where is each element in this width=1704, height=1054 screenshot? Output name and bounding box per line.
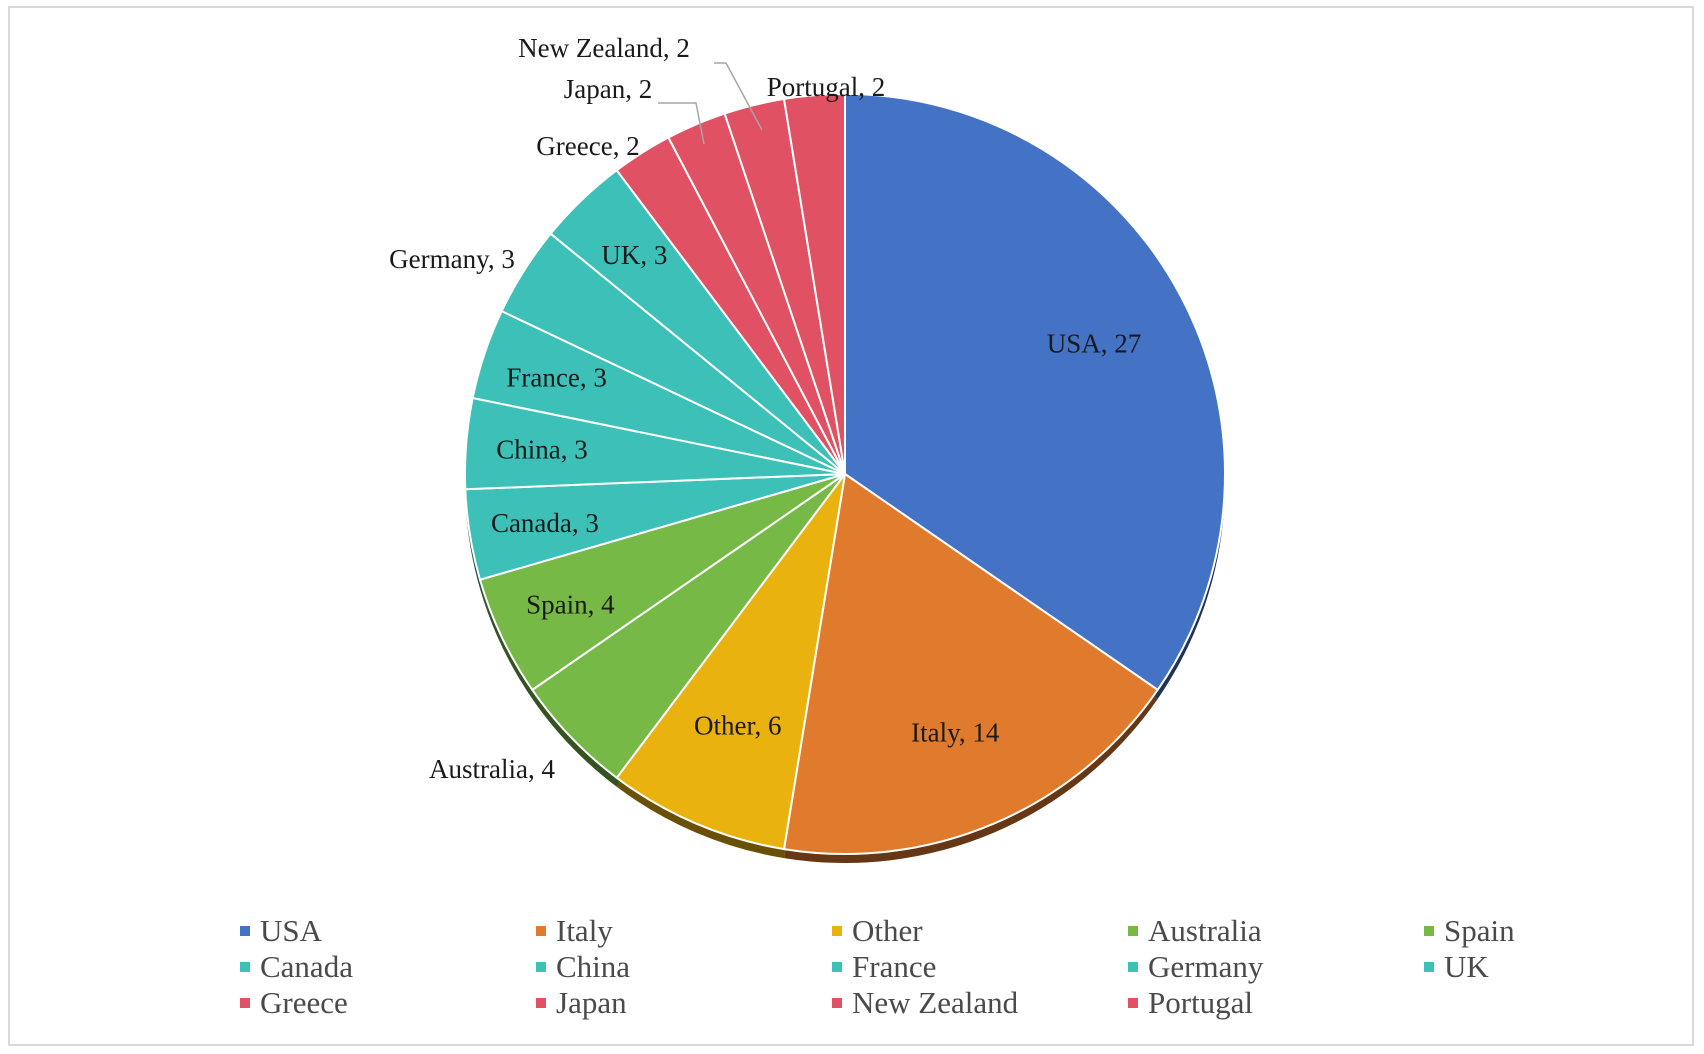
legend-item: Japan [536,984,832,1020]
data-label: Australia, 4 [429,754,555,784]
pie-slice-usa [844,93,1226,691]
legend-item: Greece [240,984,536,1020]
leader-lines [658,62,763,145]
leader-line [714,62,763,131]
data-label: Japan, 2 [564,74,652,104]
pie-slice-portugal [783,93,846,475]
legend-swatch [1424,925,1434,936]
data-label: Canada, 3 [491,508,599,538]
legend-item: Italy [536,912,832,948]
pie-chart: USA, 27 Italy, 14 Other, 6 Australia, 4 Spai… [389,33,1226,863]
legend-label: France [852,948,937,984]
legend-label: Other [852,912,923,948]
legend-label: Portugal [1148,984,1254,1020]
legend-label: Italy [556,912,613,948]
legend-item: Spain [1424,912,1644,948]
legend-label: Japan [556,984,627,1020]
legend-label: Canada [260,948,353,984]
pie-slice-other [615,473,846,851]
data-label: Germany, 3 [389,244,515,274]
legend-item: UK [1424,948,1644,984]
legend-swatch [1128,997,1138,1008]
legend-item: Australia [1128,912,1424,948]
data-label: France, 3 [506,363,606,393]
legend-swatch [832,997,842,1008]
legend-item: Germany [1128,948,1424,984]
legend-swatch [240,997,250,1008]
pie-slice-italy [783,473,1159,855]
legend-swatch [832,925,842,936]
legend-swatch [240,961,250,972]
legend-swatch [1424,961,1434,972]
legend-label: USA [260,912,323,948]
data-label: New Zealand, 2 [518,33,690,63]
chart-frame: USA, 27 Italy, 14 Other, 6 Australia, 4 Spai… [8,6,1694,1046]
legend-swatch [240,925,250,936]
data-label: Greece, 2 [536,131,639,161]
slice-labels: USA, 27 Italy, 14 Other, 6 Australia, 4 Spai… [389,33,1141,784]
legend-label: UK [1444,948,1489,984]
legend-swatch [1128,961,1138,972]
legend-item: China [536,948,832,984]
legend-item: France [832,948,1128,984]
legend-swatch [536,997,546,1008]
data-label: China, 3 [496,435,588,465]
legend-label: Australia [1148,912,1262,948]
data-label: UK, 3 [601,240,667,270]
data-label: USA, 27 [1047,328,1142,358]
legend-item: New Zealand [832,984,1128,1020]
legend-item: Other [832,912,1128,948]
data-label: Spain, 4 [526,589,615,619]
legend-label: Greece [260,984,348,1020]
legend-item: Portugal [1128,984,1424,1020]
leader-line [658,102,705,145]
legend: USA Italy Other Australia Spain Canada China Fr… [240,912,1540,1020]
legend-swatch [536,961,546,972]
legend-swatch [832,961,842,972]
legend-swatch [1128,925,1138,936]
legend-item: USA [240,912,536,948]
data-label: Italy, 14 [911,718,1000,748]
legend-label: China [556,948,631,984]
legend-label: Germany [1148,948,1264,984]
legend-label: Spain [1444,912,1515,948]
legend-item: Canada [240,948,536,984]
legend-swatch [536,925,546,936]
legend-label: New Zealand [852,984,1019,1020]
pie-slices [464,93,1226,855]
data-label: Other, 6 [694,711,781,741]
data-label: Portugal, 2 [767,72,886,102]
